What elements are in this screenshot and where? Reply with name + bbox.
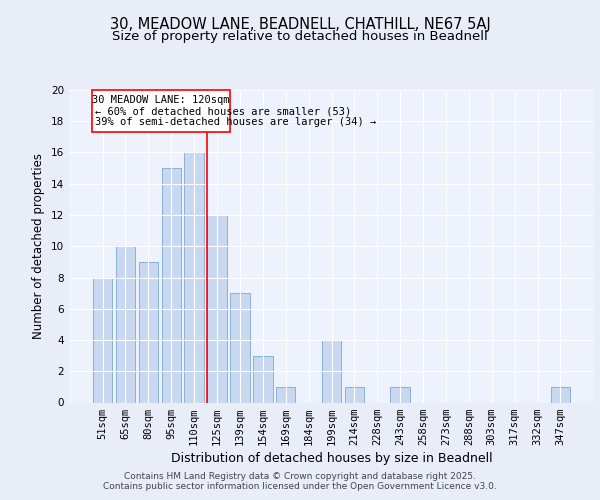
Bar bbox=[139, 262, 158, 402]
Text: 30 MEADOW LANE: 120sqm: 30 MEADOW LANE: 120sqm bbox=[92, 96, 230, 106]
Text: 30, MEADOW LANE, BEADNELL, CHATHILL, NE67 5AJ: 30, MEADOW LANE, BEADNELL, CHATHILL, NE6… bbox=[110, 18, 490, 32]
Text: Contains public sector information licensed under the Open Government Licence v3: Contains public sector information licen… bbox=[103, 482, 497, 491]
Text: 39% of semi-detached houses are larger (34) →: 39% of semi-detached houses are larger (… bbox=[95, 118, 376, 128]
Bar bbox=[208, 215, 227, 402]
Y-axis label: Number of detached properties: Number of detached properties bbox=[32, 153, 46, 339]
FancyBboxPatch shape bbox=[92, 90, 230, 132]
Text: Contains HM Land Registry data © Crown copyright and database right 2025.: Contains HM Land Registry data © Crown c… bbox=[124, 472, 476, 481]
Bar bbox=[276, 387, 295, 402]
Bar bbox=[322, 340, 341, 402]
X-axis label: Distribution of detached houses by size in Beadnell: Distribution of detached houses by size … bbox=[170, 452, 493, 465]
Bar bbox=[253, 356, 272, 403]
Bar bbox=[184, 152, 204, 402]
Bar bbox=[93, 278, 112, 402]
Bar bbox=[116, 246, 135, 402]
Bar bbox=[391, 387, 410, 402]
Bar bbox=[551, 387, 570, 402]
Bar bbox=[344, 387, 364, 402]
Bar bbox=[161, 168, 181, 402]
Bar bbox=[230, 293, 250, 403]
Text: ← 60% of detached houses are smaller (53): ← 60% of detached houses are smaller (53… bbox=[95, 106, 351, 117]
Text: Size of property relative to detached houses in Beadnell: Size of property relative to detached ho… bbox=[112, 30, 488, 43]
